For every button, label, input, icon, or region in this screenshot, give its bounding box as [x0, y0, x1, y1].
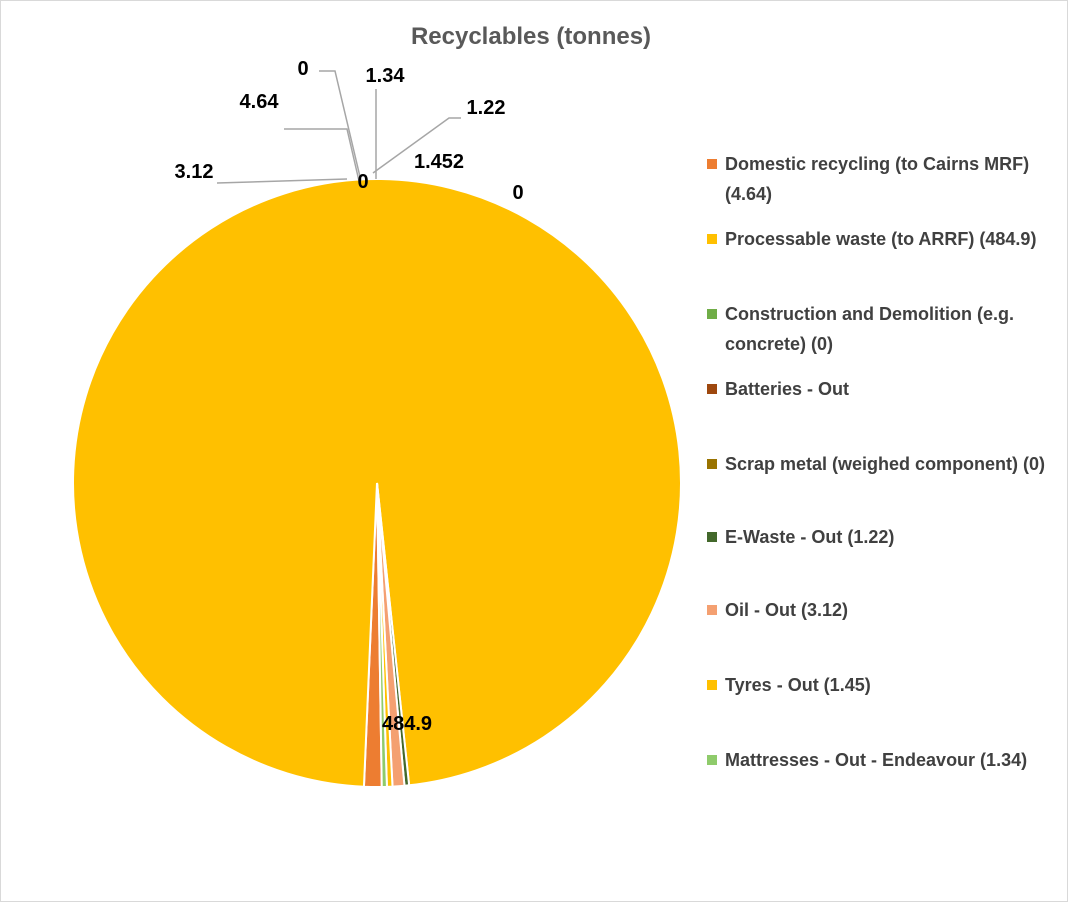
- legend-label: Scrap metal (weighed component) (0): [725, 454, 1046, 474]
- pie-slice: [72, 178, 682, 788]
- legend-label: Batteries - Out: [725, 379, 850, 399]
- legend-swatch: [707, 755, 717, 765]
- legend-item: Construction and Demolition (e.g. concre…: [707, 299, 1062, 359]
- legend-item: Domestic recycling (to Cairns MRF) (4.64…: [707, 149, 1062, 209]
- legend-label: Domestic recycling (to Cairns MRF) (4.64…: [725, 154, 1030, 204]
- legend-item: Scrap metal (weighed component) (0): [707, 449, 1062, 479]
- pie-slice: [376, 482, 388, 788]
- legend-swatch: [707, 234, 717, 244]
- legend-label: Oil - Out (3.12): [725, 600, 849, 620]
- legend-swatch: [707, 605, 717, 615]
- legend-item: Batteries - Out: [707, 374, 1062, 404]
- data-label: 0: [512, 182, 523, 204]
- legend-item: E-Waste - Out (1.22): [707, 522, 1062, 552]
- leader-line: [216, 178, 348, 184]
- legend-item: Oil - Out (3.12): [707, 595, 1062, 625]
- legend-swatch: [707, 680, 717, 690]
- data-label: 3.12: [175, 161, 214, 183]
- legend-swatch: [707, 309, 717, 319]
- data-label: 1.22: [467, 97, 506, 119]
- legend-item: Tyres - Out (1.45): [707, 670, 1062, 700]
- data-label: 4.64: [240, 91, 280, 113]
- leader-line: [372, 117, 461, 174]
- legend-label: E-Waste - Out (1.22): [725, 527, 895, 547]
- legend-label: Construction and Demolition (e.g. concre…: [725, 304, 1014, 354]
- leader-line: [284, 128, 360, 182]
- legend-swatch: [707, 159, 717, 169]
- legend-item: Processable waste (to ARRF) (484.9): [707, 224, 1062, 254]
- chart-title: Recyclables (tonnes): [410, 23, 652, 50]
- data-label: 1.34: [366, 65, 406, 87]
- legend-swatch: [707, 384, 717, 394]
- legend-swatch: [707, 532, 717, 542]
- legend-label: Processable waste (to ARRF) (484.9): [725, 229, 1037, 249]
- data-label: 484.9: [382, 713, 432, 735]
- legend-label: Tyres - Out (1.45): [725, 675, 871, 695]
- leader-line: [319, 70, 362, 182]
- legend-label: Mattresses - Out - Endeavour (1.34): [725, 750, 1028, 770]
- data-label: 0: [297, 58, 308, 80]
- legend-swatch: [707, 459, 717, 469]
- data-label: 0: [357, 171, 368, 193]
- data-label: 1.452: [414, 151, 464, 173]
- legend-item: Mattresses - Out - Endeavour (1.34): [707, 745, 1062, 775]
